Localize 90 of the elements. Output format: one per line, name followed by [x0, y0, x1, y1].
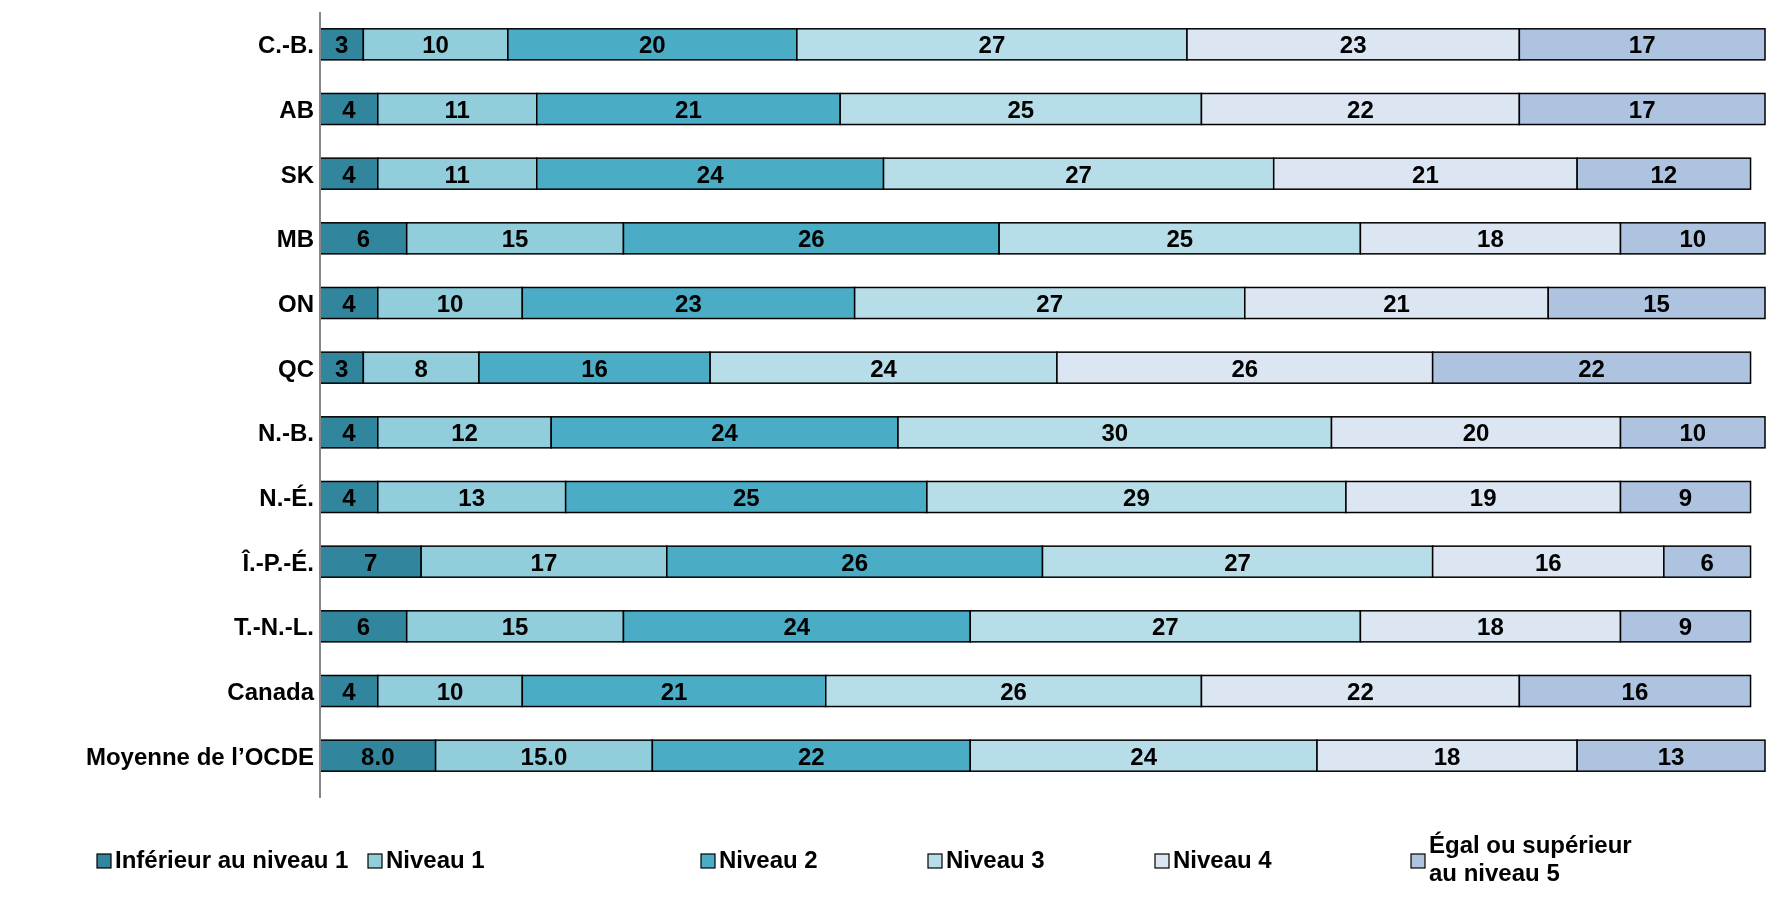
data-label: 27 — [1224, 548, 1251, 576]
data-label: 27 — [1151, 613, 1179, 641]
data-label: 20 — [639, 31, 666, 59]
data-label: 19 — [1469, 484, 1497, 511]
data-label: 25 — [1007, 96, 1035, 123]
legend-label: Égal ou supérieur au niveau 5 — [1429, 831, 1632, 886]
legend-label: Niveau 1 — [386, 846, 485, 873]
data-label: 16 — [581, 354, 608, 382]
data-label: 6 — [356, 613, 371, 641]
data-label: 6 — [1700, 548, 1714, 576]
data-label: 21 — [1383, 290, 1410, 317]
y-tick-label: N.-B. — [258, 419, 314, 447]
data-label: 10 — [436, 290, 464, 317]
y-tick-label: C.-B. — [258, 31, 314, 59]
data-label: 24 — [696, 160, 725, 188]
legend-label: Niveau 2 — [719, 846, 818, 873]
data-label: 27 — [1036, 290, 1064, 317]
data-label: 13 — [458, 484, 486, 511]
data-label: 18 — [1477, 225, 1504, 253]
y-tick-label: Î.-P.-É. — [241, 548, 314, 576]
data-label: 24 — [870, 354, 898, 382]
data-label: 16 — [1621, 678, 1649, 705]
data-label: 10 — [1679, 419, 1707, 447]
data-label: 22 — [1578, 354, 1605, 382]
data-label: 30 — [1101, 419, 1129, 447]
data-label: 4 — [342, 678, 357, 705]
data-label: 21 — [660, 678, 688, 705]
y-tick-label: Moyenne de l’OCDE — [85, 742, 314, 770]
data-label: 4 — [342, 160, 357, 188]
y-tick-label: SK — [280, 160, 315, 188]
data-label: 12 — [1650, 160, 1678, 188]
data-label: 20 — [1462, 419, 1490, 447]
data-label: 15 — [501, 225, 529, 253]
data-label: 13 — [1657, 742, 1685, 770]
data-label: 15 — [1643, 290, 1670, 317]
data-label: 3 — [335, 354, 349, 382]
data-label: 24 — [711, 419, 739, 447]
data-label: 17 — [1628, 31, 1656, 59]
data-label: 26 — [797, 225, 825, 253]
data-label: 4 — [342, 96, 357, 123]
data-label: 25 — [732, 484, 760, 511]
data-label: 24 — [1130, 742, 1158, 770]
y-tick-label: MB — [276, 225, 314, 253]
data-label: 9 — [1678, 484, 1693, 511]
data-label: 22 — [1347, 678, 1374, 705]
data-label: 10 — [436, 678, 464, 705]
data-label: 7 — [363, 548, 378, 576]
data-label: 16 — [1534, 548, 1562, 576]
data-label: 23 — [675, 290, 702, 317]
data-label: 22 — [797, 742, 825, 770]
data-label: 15.0 — [520, 742, 568, 770]
data-label: 17 — [530, 548, 558, 576]
data-label: 18 — [1433, 742, 1461, 770]
data-label: 23 — [1339, 31, 1367, 59]
data-label: 6 — [356, 225, 371, 253]
data-label: 27 — [978, 31, 1006, 59]
legend-label: Niveau 3 — [946, 846, 1045, 873]
data-label: 26 — [1231, 354, 1259, 382]
data-label: 11 — [444, 160, 470, 188]
data-label: 29 — [1123, 484, 1150, 511]
data-label: 17 — [1628, 96, 1656, 123]
data-label: 10 — [422, 31, 449, 59]
data-label: 26 — [1000, 678, 1027, 705]
data-label: 26 — [841, 548, 868, 576]
data-label: 8 — [414, 354, 428, 382]
y-tick-label: N.-É. — [259, 484, 314, 511]
y-tick-label: AB — [279, 96, 314, 123]
data-label: 15 — [501, 613, 529, 641]
data-label: 27 — [1065, 160, 1092, 188]
legend-label: Niveau 4 — [1173, 846, 1273, 873]
y-tick-label: ON — [278, 290, 314, 317]
legend-label: Inférieur au niveau 1 — [115, 846, 349, 873]
data-label: 10 — [1679, 225, 1707, 253]
data-label: 4 — [342, 290, 357, 317]
data-label: 3 — [335, 31, 349, 59]
data-label: 4 — [342, 484, 357, 511]
data-label: 24 — [783, 613, 811, 641]
y-tick-label: QC — [278, 354, 314, 382]
data-label: 22 — [1347, 96, 1374, 123]
data-label: 18 — [1477, 613, 1504, 641]
data-label: 9 — [1678, 613, 1693, 641]
data-label: 11 — [444, 96, 470, 123]
y-tick-label: Canada — [227, 678, 315, 705]
data-label: 25 — [1166, 225, 1194, 253]
data-label: 4 — [342, 419, 357, 447]
y-tick-label: T.-N.-L. — [234, 613, 314, 641]
data-label: 21 — [1412, 160, 1439, 188]
data-label: 8.0 — [361, 742, 395, 770]
data-label: 12 — [451, 419, 478, 447]
data-label: 21 — [675, 96, 702, 123]
